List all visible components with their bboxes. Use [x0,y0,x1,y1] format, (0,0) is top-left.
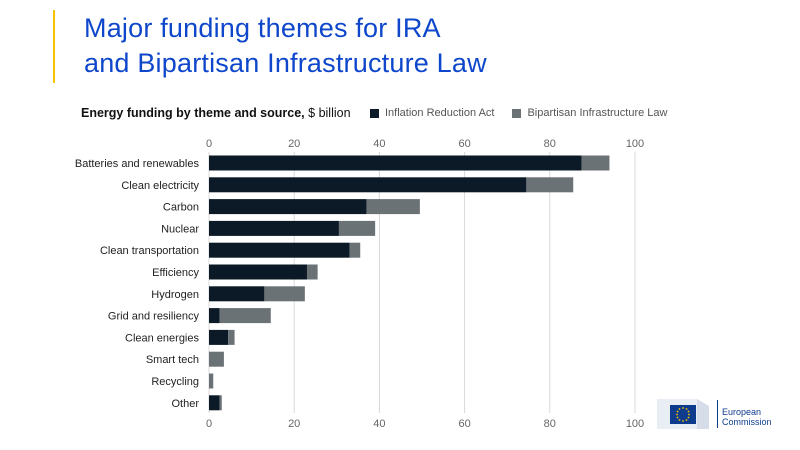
legend-label-ira: Inflation Reduction Act [385,107,495,119]
european-commission-logo [657,399,718,429]
category-label: Smart tech [146,354,199,366]
bar-segment-bil [219,308,271,324]
legend-label-bil: Bipartisan Infrastructure Law [527,107,668,119]
x-tick-label-top: 0 [206,138,212,150]
x-tick-label-top: 100 [626,138,644,150]
bar-segment-bil [264,286,305,302]
bar-segment-ira [209,220,339,236]
bar-segment-bil [366,199,420,215]
category-label: Clean energies [125,332,199,344]
logo-text-line-2: Commission [722,417,772,427]
x-tick-label-top: 80 [544,138,556,150]
page-title: Major funding themes for IRA and Biparti… [84,11,684,81]
legend-item-ira: Inflation Reduction Act [370,107,494,119]
bar-segment-ira [209,264,307,280]
legend-swatch-bil [512,108,522,118]
x-tick-label-top: 40 [373,138,385,150]
category-label: Other [171,398,199,410]
x-tick-label-bottom: 80 [544,418,556,430]
bar-segment-bil [306,264,318,280]
european-commission-wordmark: European Commission [722,407,772,427]
category-label: Batteries and renewables [75,158,200,170]
x-tick-label-bottom: 40 [373,418,385,430]
bar-segment-ira [209,177,527,193]
x-tick-label-bottom: 20 [288,418,300,430]
bar-segment-ira [209,286,265,302]
bar-segment-ira [209,329,229,345]
bar-segment-ira [209,395,220,411]
legend-item-bil: Bipartisan Infrastructure Law [512,107,667,119]
chart-title-unit: $ billion [308,106,351,120]
eu-stars-icon [676,407,690,422]
bar-segment-ira [209,199,367,215]
bar-segment-ira [209,155,582,171]
bar-segment-ira [209,308,220,324]
x-tick-label-top: 60 [458,138,470,150]
bar-segment-bil [219,395,222,411]
bar-segment-bil [228,329,235,345]
bar-segment-bil [349,242,361,258]
bar-segment-bil [338,220,376,236]
chart-title: Energy funding by theme and source, $ bi… [81,106,351,120]
category-label: Clean electricity [121,180,199,192]
chart-title-text: Energy funding by theme and source, [81,106,305,120]
category-label: Clean transportation [100,245,199,257]
category-label: Recycling [151,376,199,388]
x-tick-label-bottom: 100 [626,418,644,430]
category-label: Grid and resiliency [108,311,200,323]
title-line-1: Major funding themes for IRA [84,13,441,43]
logo-text-line-1: European [722,407,762,417]
x-tick-label-bottom: 60 [458,418,470,430]
logo-building-side [697,399,709,429]
bar-segment-bil [581,155,610,171]
chart-legend: Inflation Reduction Act Bipartisan Infra… [370,107,679,119]
category-label: Carbon [163,202,199,214]
eu-flag-icon [670,405,696,424]
legend-swatch-ira [370,108,379,118]
category-label: Efficiency [152,267,199,279]
bar-segment-bil [209,373,214,389]
x-tick-label-top: 20 [288,138,300,150]
category-label: Nuclear [161,223,199,235]
logo-divider [717,400,718,428]
title-line-2: and Bipartisan Infrastructure Law [84,48,487,78]
x-tick-label-bottom: 0 [206,418,212,430]
category-label: Hydrogen [151,289,199,301]
bar-segment-bil [526,177,574,193]
bar-segment-ira [209,242,350,258]
title-accent-bar [53,10,55,83]
bar-segment-bil [209,351,224,367]
